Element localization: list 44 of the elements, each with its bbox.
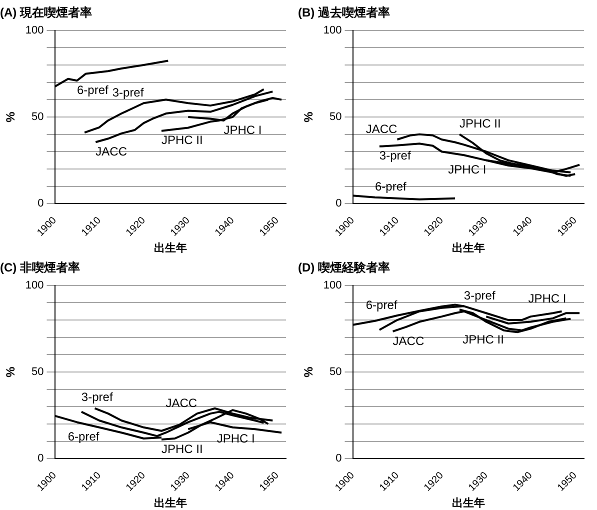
y-axis-title: %	[302, 111, 316, 122]
chart-title: (C) 非喫煙者率	[0, 260, 80, 275]
series-label: JPHC II	[161, 133, 203, 148]
series-label: 6-pref	[374, 180, 407, 194]
chart-title: (B) 過去喫煙者率	[298, 6, 390, 20]
series-label: 6-pref	[76, 82, 109, 97]
y-tick-label: 50	[32, 366, 44, 378]
y-tick-label: 0	[38, 452, 44, 465]
series-label: 3-pref	[81, 390, 114, 404]
y-tick-label: 100	[323, 24, 342, 36]
series-label: 3-pref	[379, 148, 412, 163]
series-label: 6-pref	[366, 298, 398, 312]
chart-title: (D) 喫煙経験者率	[298, 260, 390, 275]
y-tick-label: 50	[32, 111, 44, 124]
series-label: JPHC I	[528, 291, 566, 306]
y-axis-title: %	[302, 366, 316, 378]
series-label: JACC	[392, 334, 424, 348]
y-tick-label: 100	[25, 24, 44, 36]
y-tick-label: 0	[336, 198, 342, 210]
series-label: 3-pref	[112, 85, 144, 100]
y-tick-label: 100	[323, 279, 342, 292]
series-label: JACC	[96, 144, 128, 158]
series-label: JACC	[366, 122, 398, 136]
y-tick-label: 50	[330, 111, 342, 124]
x-axis-title: 出生年	[452, 241, 485, 254]
x-axis-title: 出生年	[154, 241, 187, 254]
y-axis-title: %	[4, 111, 18, 122]
y-tick-label: 50	[330, 366, 342, 378]
y-axis-title: %	[4, 366, 18, 378]
series-label: 6-pref	[68, 430, 100, 444]
y-tick-label: 100	[25, 279, 44, 292]
series-label: JPHC I	[448, 162, 486, 177]
series-label: JPHC I	[224, 122, 262, 137]
series-label: JPHC II	[161, 442, 203, 456]
x-axis-title: 出生年	[452, 496, 485, 510]
series-label: JPHC II	[459, 116, 501, 131]
series-label: JPHC II	[462, 332, 504, 347]
series-label: JPHC I	[216, 431, 255, 446]
series-label: JACC	[166, 396, 198, 410]
x-axis-title: 出生年	[154, 496, 187, 510]
y-tick-label: 0	[38, 198, 44, 210]
y-tick-label: 0	[336, 452, 342, 465]
chart-title: (A) 現在喫煙者率	[0, 6, 92, 20]
series-label: 3-pref	[464, 288, 496, 302]
